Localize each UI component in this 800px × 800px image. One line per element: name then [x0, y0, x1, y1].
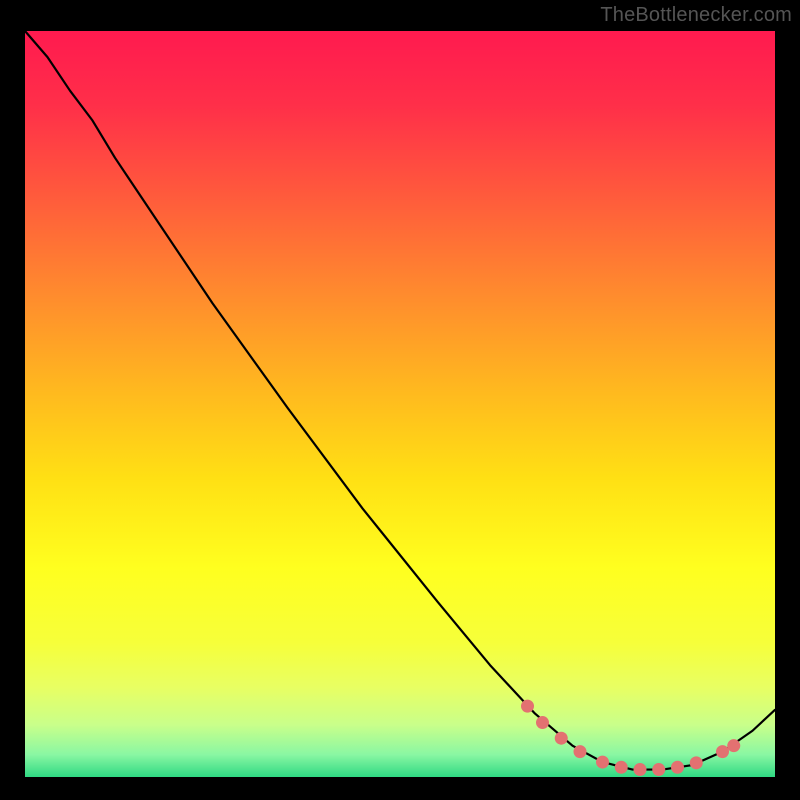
marker-dot: [727, 739, 740, 752]
watermark-text: TheBottlenecker.com: [600, 4, 792, 27]
marker-dot: [555, 732, 568, 745]
marker-dot: [690, 756, 703, 769]
marker-dot: [574, 745, 587, 758]
marker-dot: [596, 756, 609, 769]
plot-background: [25, 31, 775, 777]
marker-dot: [521, 700, 534, 713]
marker-dot: [634, 763, 647, 776]
chart-svg: [0, 0, 800, 800]
marker-dot: [671, 761, 684, 774]
marker-dot: [716, 745, 729, 758]
marker-dot: [536, 716, 549, 729]
marker-dot: [652, 763, 665, 776]
chart-container: TheBottlenecker.com: [0, 0, 800, 800]
marker-dot: [615, 761, 628, 774]
